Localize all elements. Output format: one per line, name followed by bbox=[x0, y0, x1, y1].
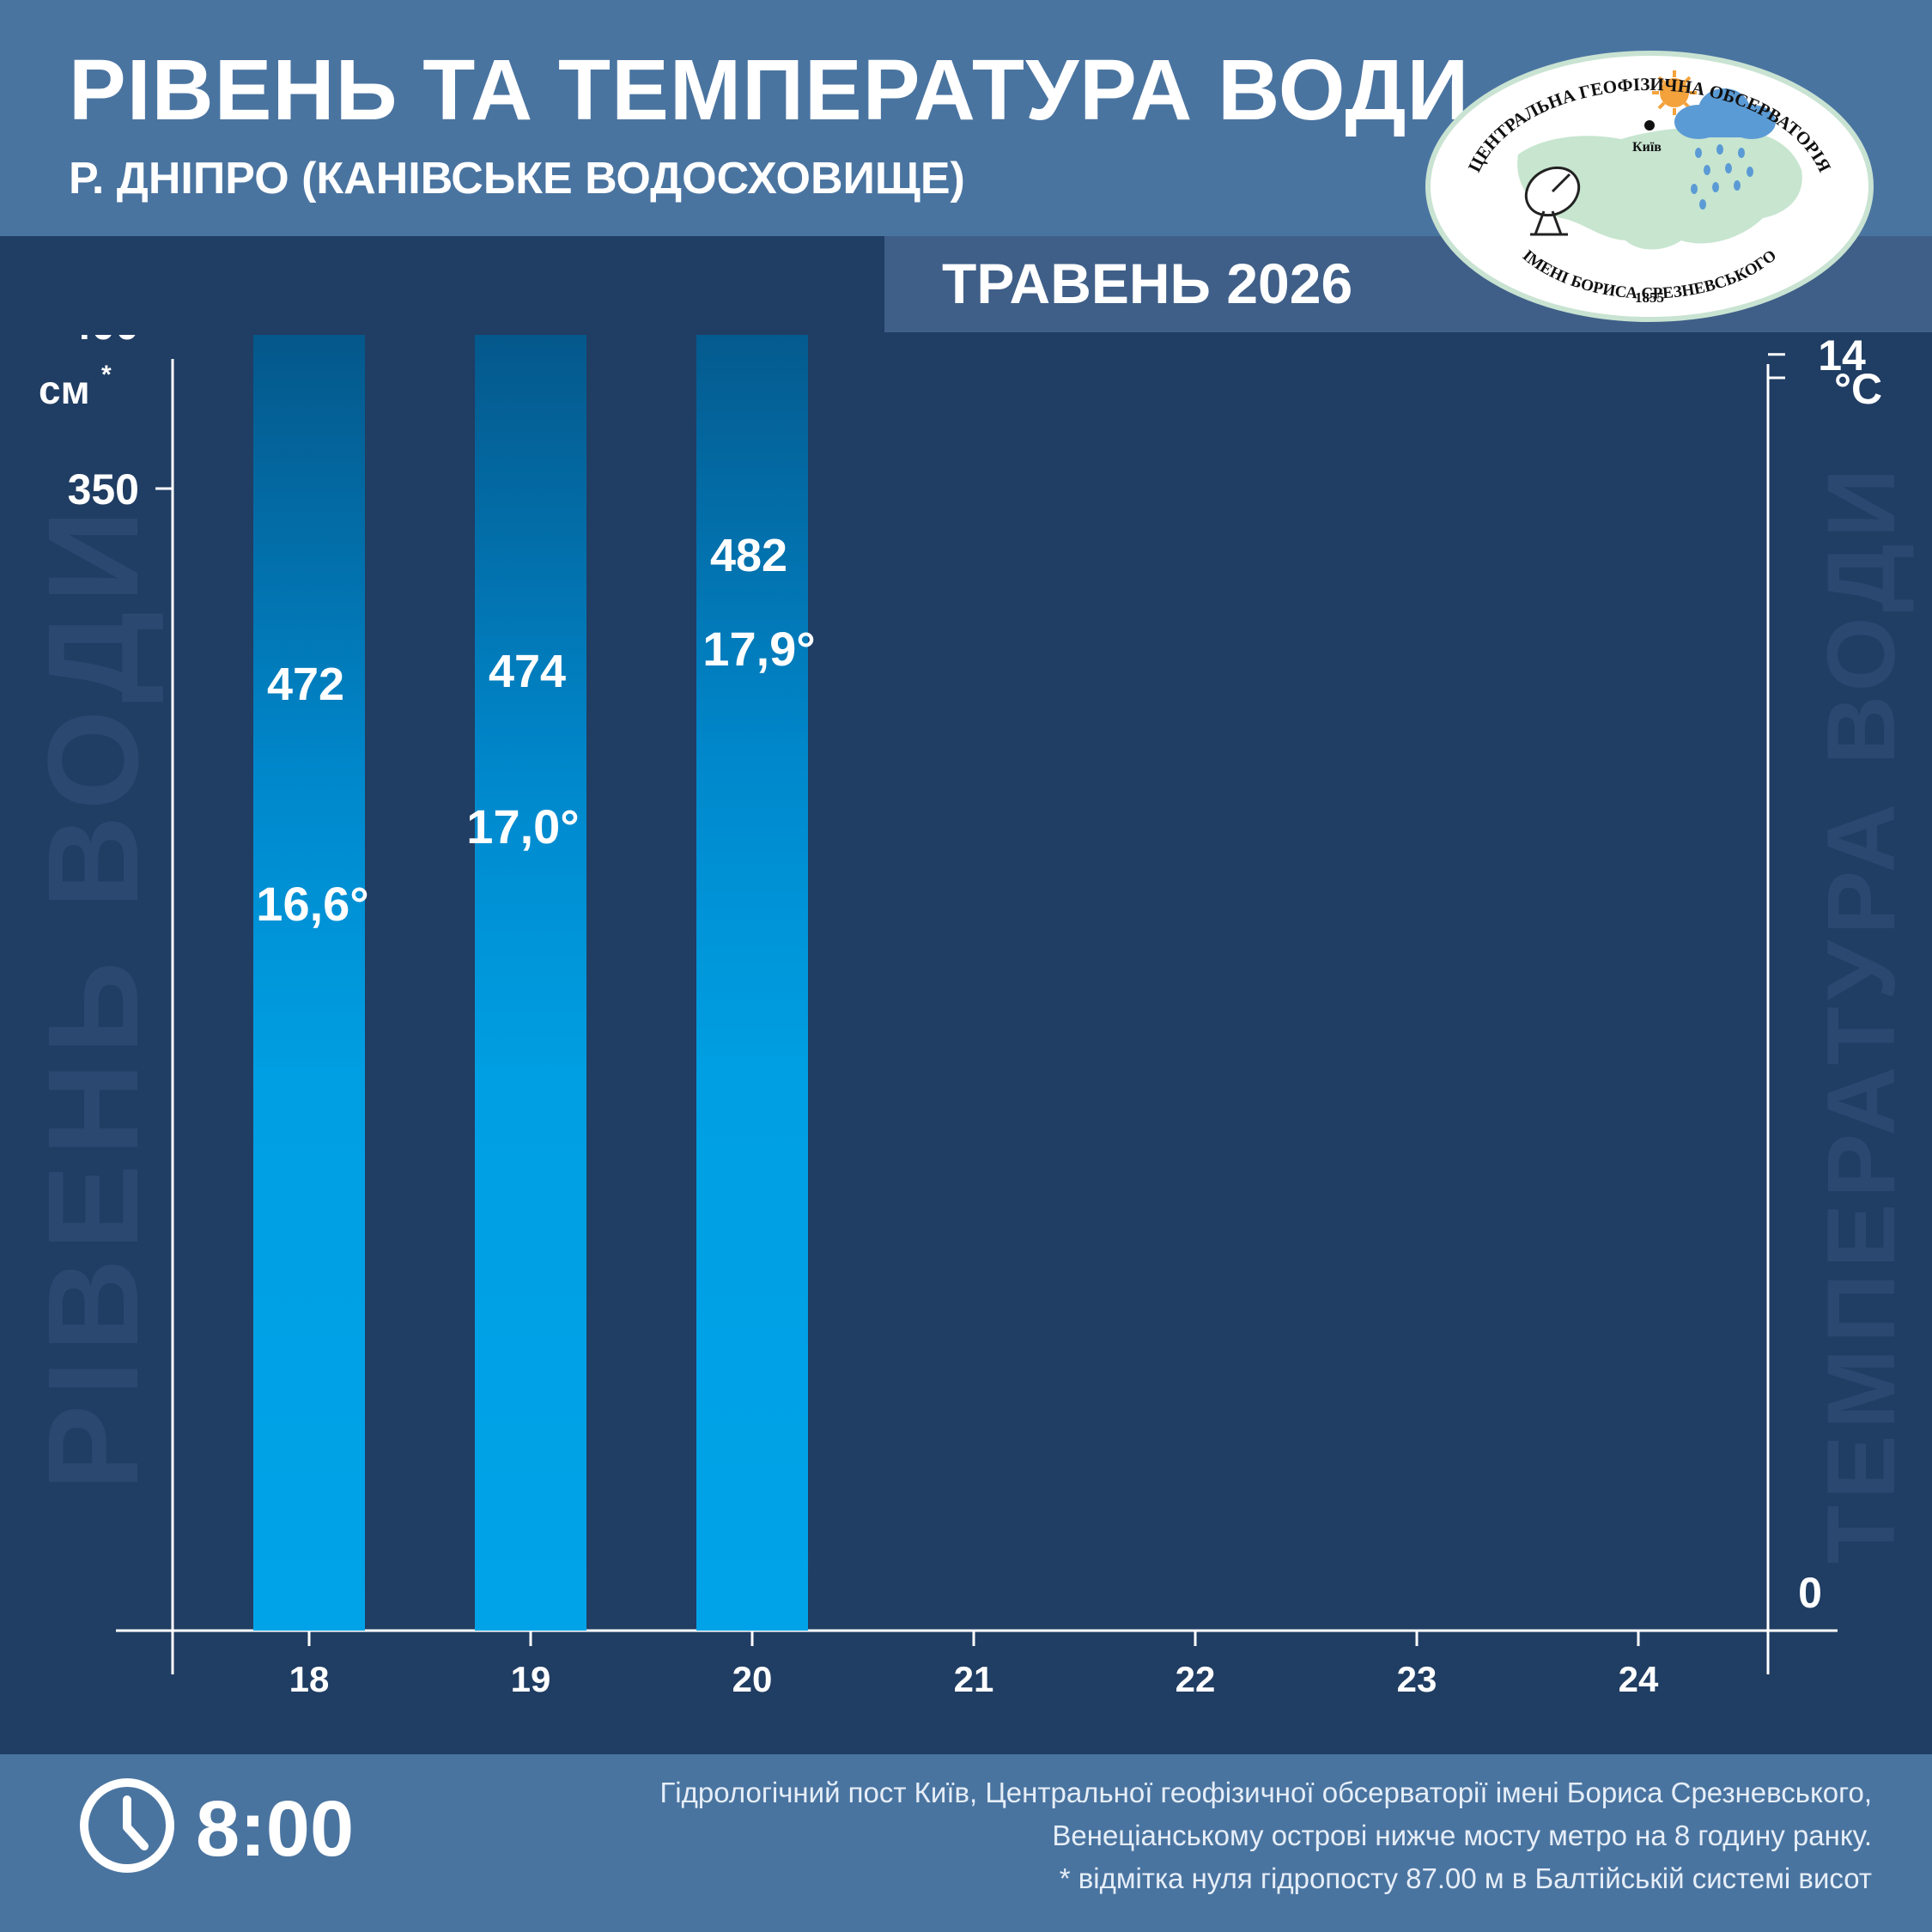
y-left-unit: см bbox=[39, 368, 90, 412]
level-bar bbox=[253, 335, 365, 1631]
temperature-value-label: 17,0° bbox=[466, 799, 579, 854]
footer-note: * відмітка нуля гідропосту 87.00 м в Бал… bbox=[1059, 1862, 1872, 1894]
level-value-label: 482 bbox=[710, 530, 787, 581]
y-right-unit: °С bbox=[1834, 365, 1882, 413]
logo-year: 1855 bbox=[1635, 289, 1664, 306]
axis-units: см * °С bbox=[39, 361, 1882, 413]
x-tick-label: 20 bbox=[732, 1659, 773, 1699]
level-value-label: 472 bbox=[267, 659, 344, 710]
footer-note: Венеціанському острові нижче мосту метро… bbox=[1052, 1820, 1872, 1851]
level-value-labels: 472 474 482 bbox=[267, 530, 787, 710]
x-tick-label: 18 bbox=[289, 1659, 330, 1699]
logo-city-label: Київ bbox=[1632, 140, 1662, 155]
satellite-dish-icon bbox=[1524, 166, 1581, 236]
footer-band bbox=[0, 1754, 1932, 1932]
x-tick-label: 23 bbox=[1397, 1659, 1437, 1699]
clock-icon bbox=[80, 1778, 174, 1873]
y-left-tick-label: 350 bbox=[68, 465, 139, 513]
y-left-tick-label: 400 bbox=[68, 335, 139, 349]
level-bars bbox=[253, 335, 808, 1631]
y-right-axis-title: ТЕМПЕРАТУРА ВОДИ bbox=[1807, 463, 1915, 1564]
y-left-ticks: 350400450500 bbox=[68, 335, 173, 513]
observatory-logo: Київ ЦЕНТРАЛЬНА ГЕОФІЗИЧНА ОБСЕРВАТОРІЯ … bbox=[1425, 51, 1874, 322]
y-right-tick-label: 14 bbox=[1818, 335, 1866, 380]
page-title: РІВЕНЬ ТА ТЕМПЕРАТУРА ВОДИ bbox=[69, 42, 1470, 138]
x-tick-label: 24 bbox=[1619, 1659, 1659, 1699]
x-tick-label: 19 bbox=[511, 1659, 551, 1699]
x-tick-label: 22 bbox=[1176, 1659, 1216, 1699]
kyiv-marker-icon bbox=[1644, 120, 1655, 131]
rain-cloud-icon bbox=[1674, 88, 1776, 210]
y-right-ticks: 191817161514 bbox=[1768, 335, 1866, 380]
ukraine-map-shape bbox=[1517, 127, 1802, 250]
level-bar bbox=[696, 335, 808, 1631]
x-tick-label: 21 bbox=[954, 1659, 994, 1699]
axis-watermarks: РІВЕНЬ ВОДИ ТЕМПЕРАТУРА ВОДИ bbox=[21, 463, 1915, 1564]
temperature-series: 16,6° 17,0° 17,9° bbox=[256, 622, 815, 931]
month-label: ТРАВЕНЬ 2026 bbox=[942, 252, 1353, 315]
footer-notes: Гідрологічний пост Київ, Центральної гео… bbox=[659, 1771, 1872, 1900]
y-right-zero-label: 0 bbox=[1798, 1569, 1822, 1617]
level-value-label: 474 bbox=[489, 646, 566, 697]
observation-time: 8:00 bbox=[196, 1785, 355, 1873]
temperature-value-label: 16,6° bbox=[256, 877, 368, 931]
level-bar bbox=[475, 335, 586, 1631]
temperature-value-label: 17,9° bbox=[702, 622, 815, 676]
y-left-unit-mark: * bbox=[101, 361, 112, 389]
page-subtitle: Р. ДНІПРО (КАНІВСЬКЕ ВОДОСХОВИЩЕ) bbox=[69, 154, 965, 204]
water-chart: РІВЕНЬ ВОДИ ТЕМПЕРАТУРА ВОДИ см * °С 350… bbox=[21, 335, 1915, 1699]
chart-axes bbox=[116, 359, 1838, 1674]
y-left-axis-title: РІВЕНЬ ВОДИ bbox=[21, 501, 165, 1491]
x-ticks: 18 19 20 21 22 23 24 bbox=[289, 1631, 1659, 1699]
sun-icon bbox=[1652, 70, 1697, 115]
footer-note: Гідрологічний пост Київ, Центральної гео… bbox=[659, 1777, 1872, 1808]
